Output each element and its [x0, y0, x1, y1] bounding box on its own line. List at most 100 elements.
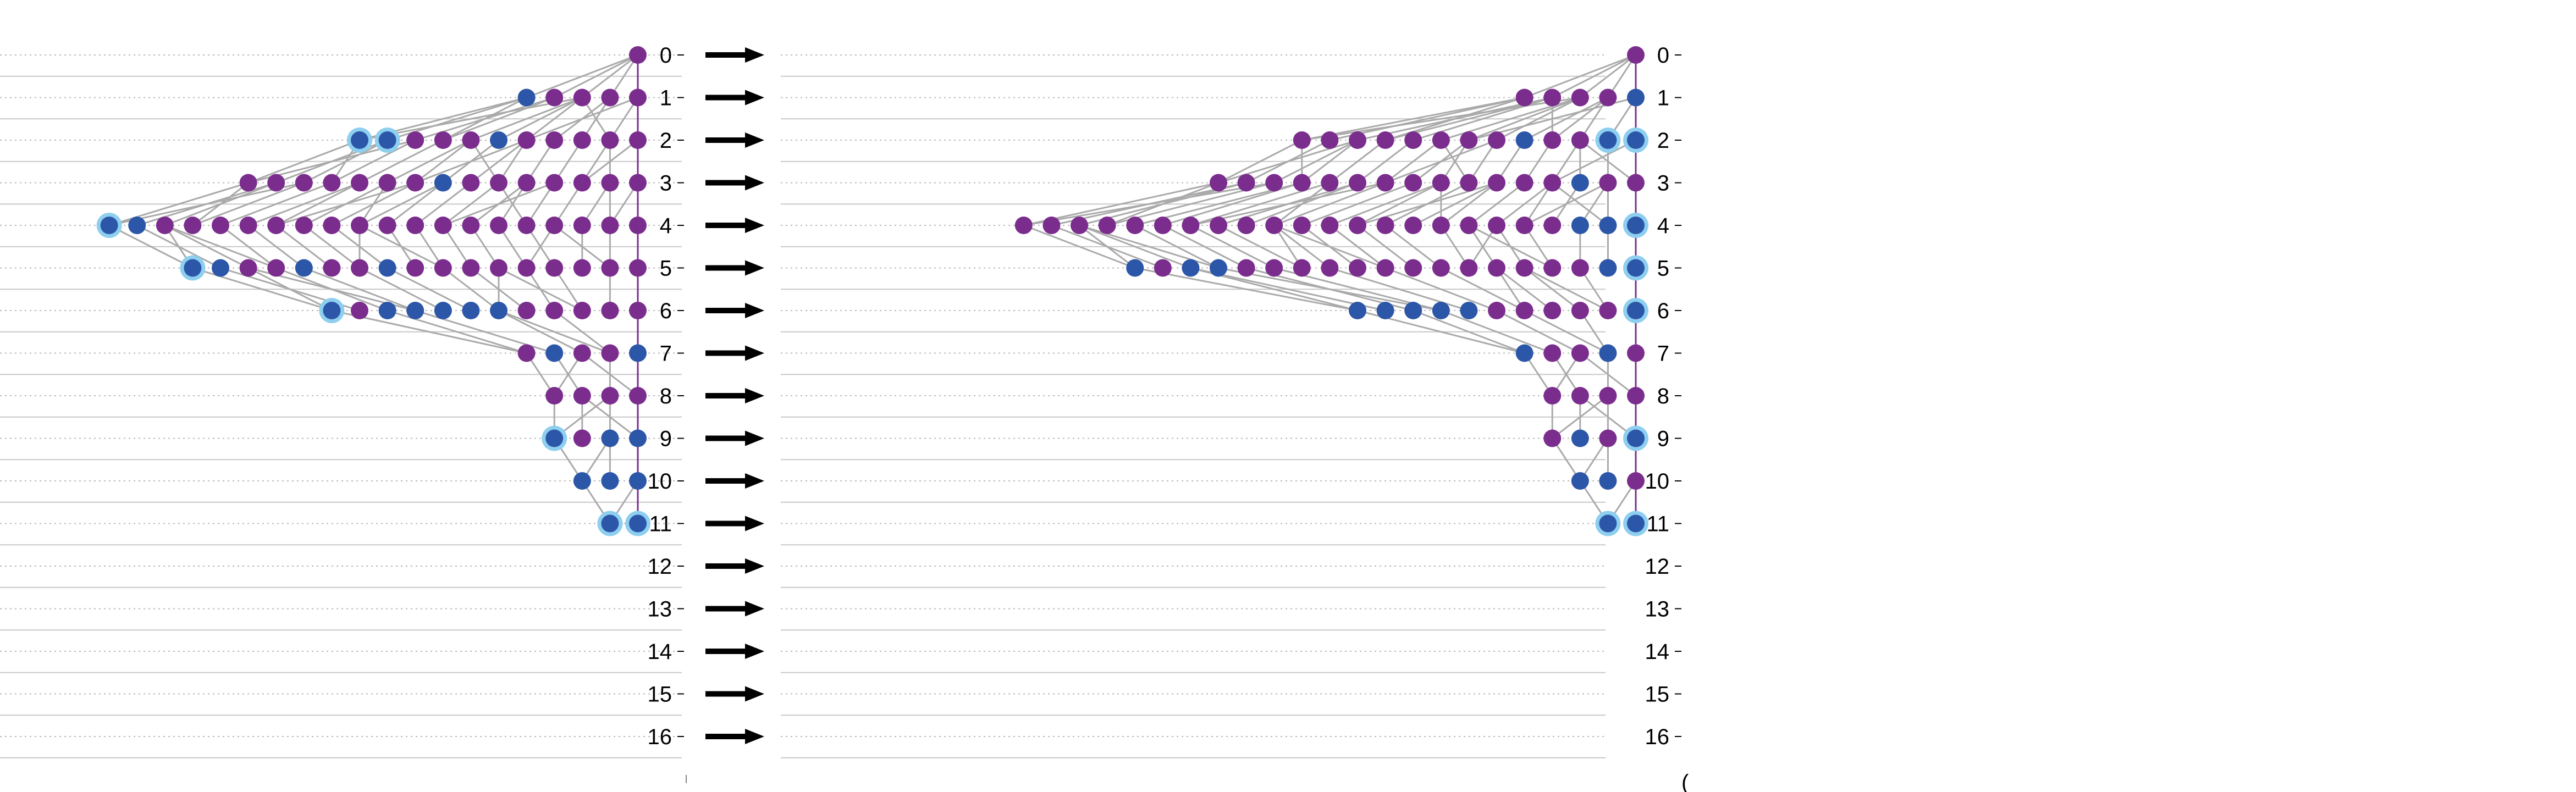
level-label: 2	[1657, 129, 1669, 153]
purple-node	[267, 217, 285, 234]
purple-node	[1349, 259, 1366, 277]
purple-node	[1543, 302, 1561, 319]
blue-node	[184, 259, 201, 277]
blue-node	[490, 131, 508, 149]
blue-node	[1627, 131, 1645, 149]
purple-node	[573, 259, 591, 277]
purple-node	[545, 387, 563, 405]
purple-node	[545, 217, 563, 234]
blue-node	[1627, 259, 1645, 277]
purple-node	[518, 345, 536, 362]
purple-node	[1460, 259, 1477, 277]
purple-node	[629, 174, 647, 192]
purple-node	[1404, 259, 1422, 277]
purple-node	[601, 217, 619, 234]
blue-node	[1377, 302, 1394, 319]
level-label: 15	[648, 683, 672, 707]
blue-node	[1599, 131, 1617, 149]
level-label: 10	[1645, 469, 1670, 494]
purple-node	[1571, 387, 1589, 405]
purple-node	[1488, 174, 1505, 192]
right-tree-nodes	[1015, 46, 1648, 536]
level-label: 14	[648, 640, 672, 664]
purple-node	[629, 89, 647, 107]
purple-node	[1432, 217, 1450, 234]
purple-node	[573, 131, 591, 149]
level-label: 12	[648, 555, 672, 579]
level-label: 14	[1645, 640, 1670, 664]
purple-node	[601, 302, 619, 319]
purple-node	[1293, 174, 1311, 192]
purple-node	[379, 174, 396, 192]
purple-node	[434, 217, 452, 234]
purple-node	[1265, 259, 1283, 277]
blue-node	[1182, 259, 1199, 277]
purple-node	[1543, 217, 1561, 234]
purple-node	[1571, 89, 1589, 107]
level-label: 7	[1657, 342, 1669, 366]
purple-node	[1404, 217, 1422, 234]
level-label: 11	[1646, 512, 1669, 536]
purple-node	[434, 131, 452, 149]
level-label: 16	[648, 725, 672, 749]
blue-node	[1599, 217, 1617, 234]
purple-node	[1265, 174, 1283, 192]
purple-node	[490, 174, 508, 192]
transform-arrow	[705, 47, 764, 63]
purple-node	[545, 174, 563, 192]
blue-node	[1599, 259, 1617, 277]
blue-node	[601, 515, 619, 533]
purple-node	[240, 174, 257, 192]
blue-node	[1126, 259, 1144, 277]
purple-node	[462, 174, 479, 192]
blue-node	[601, 472, 619, 490]
purple-node	[1599, 174, 1617, 192]
purple-node	[1404, 174, 1422, 192]
purple-node	[1516, 89, 1534, 107]
purple-node	[601, 131, 619, 149]
purple-node	[629, 259, 647, 277]
purple-node	[406, 131, 424, 149]
level-label: 8	[660, 384, 672, 408]
purple-node	[1599, 430, 1617, 447]
purple-node	[1321, 217, 1338, 234]
blue-node	[1627, 302, 1645, 319]
purple-node	[1599, 89, 1617, 107]
transform-arrow	[705, 431, 764, 446]
purple-node	[1377, 174, 1394, 192]
purple-node	[518, 217, 536, 234]
purple-node	[1238, 174, 1255, 192]
blue-node	[101, 217, 118, 234]
blue-node	[1571, 217, 1589, 234]
purple-node	[1460, 174, 1477, 192]
purple-node	[351, 302, 368, 319]
level-label: 8	[1657, 384, 1669, 408]
purple-node	[1488, 302, 1505, 319]
blue-node	[1404, 302, 1422, 319]
blue-node	[518, 89, 536, 107]
purple-node	[1460, 131, 1477, 149]
purple-node	[351, 259, 368, 277]
level-label: 4	[660, 214, 672, 238]
purple-node	[323, 259, 340, 277]
purple-node	[1488, 217, 1505, 234]
level-label: 6	[1657, 299, 1669, 323]
purple-node	[1099, 217, 1116, 234]
purple-node	[406, 174, 424, 192]
purple-node	[1154, 217, 1172, 234]
transform-arrow	[705, 601, 764, 617]
purple-node	[323, 217, 340, 234]
purple-node	[1627, 46, 1645, 64]
purple-node	[601, 259, 619, 277]
purple-node	[1571, 259, 1589, 277]
purple-node	[601, 345, 619, 362]
purple-node	[601, 387, 619, 405]
blue-node	[1571, 472, 1589, 490]
purple-node	[462, 259, 479, 277]
purple-node	[518, 302, 536, 319]
purple-node	[1377, 217, 1394, 234]
purple-node	[1516, 259, 1534, 277]
blue-node	[1599, 472, 1617, 490]
blue-node	[1349, 302, 1366, 319]
